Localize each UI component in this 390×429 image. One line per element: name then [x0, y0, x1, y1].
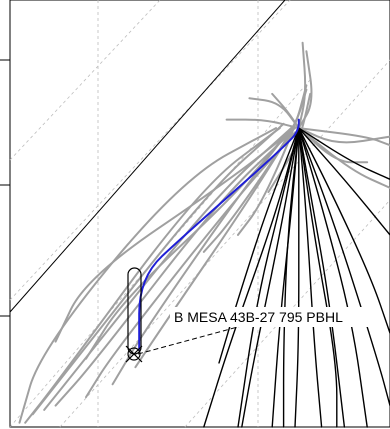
- lateral-well-path: [218, 127, 300, 364]
- lateral-well-path: [298, 127, 368, 428]
- axis-ticks: [0, 59, 10, 317]
- offset-well-path: [43, 127, 293, 411]
- offset-well-path: [134, 131, 293, 369]
- label-leader-line: [137, 324, 246, 355]
- lateral-well-path: [298, 127, 390, 180]
- pbhl-target-circle: [127, 347, 141, 361]
- offset-well-path: [202, 88, 308, 253]
- grid-line: [59, 59, 390, 428]
- pbhl-target-cross-b: [125, 345, 143, 363]
- lateral-well-path: [294, 127, 300, 428]
- well-label: B MESA 43B-27 795 PBHL: [174, 309, 343, 325]
- offset-well-path: [18, 127, 277, 424]
- diagonal-reference-line: [9, 0, 286, 313]
- annotation-layer: B MESA 43B-27 795 PBHL: [125, 267, 370, 363]
- plot-border: [9, 0, 390, 428]
- lateral-well-path: [282, 127, 300, 428]
- offset-well-path: [111, 127, 293, 386]
- lateral-well-path: [298, 127, 390, 334]
- grid-line: [9, 0, 291, 301]
- offset-well-path: [297, 127, 390, 147]
- selected-well-path: [138, 118, 300, 352]
- offset-well-path: [85, 127, 293, 360]
- offset-well-path: [225, 118, 300, 130]
- lateral-well-path: [298, 127, 323, 428]
- label-background: [170, 307, 370, 327]
- offset-well-path: [237, 84, 308, 236]
- lateral-well-path: [298, 127, 338, 428]
- lateral-well-path: [241, 127, 300, 428]
- lateral-well-path: [298, 127, 390, 407]
- lateral-well-path: [298, 127, 390, 236]
- grid-line: [9, 0, 161, 161]
- offset-well-path: [54, 127, 296, 343]
- lateral-well-path: [203, 127, 300, 428]
